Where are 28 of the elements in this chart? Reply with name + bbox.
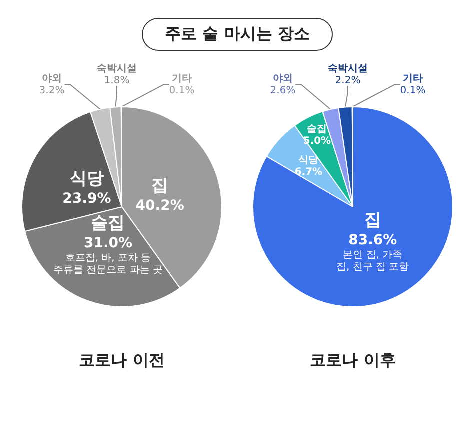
data-label: 0.1% bbox=[400, 86, 426, 96]
data-label: 0.1% bbox=[169, 86, 195, 96]
data-label: 83.6% bbox=[348, 232, 398, 249]
data-label: 23.9% bbox=[62, 190, 112, 207]
slice-label: 숙박시설 bbox=[328, 64, 368, 74]
slice-label: 식당 bbox=[70, 168, 104, 189]
text: 주로 술 마시는 장소 bbox=[142, 18, 333, 51]
slice-label: 기타 bbox=[172, 74, 192, 84]
data-label: 6.7% bbox=[294, 167, 323, 178]
slice-label: 야외 bbox=[273, 74, 293, 84]
slice-label: 식당 bbox=[298, 155, 319, 166]
data-label: 2.2% bbox=[335, 76, 361, 86]
slice-label: 집 bbox=[152, 176, 169, 196]
text: 코로나 이전 bbox=[79, 350, 165, 370]
text: 호프집, 바, 포차 등 주류를 전문으로 파는 곳 bbox=[53, 253, 164, 276]
slice-label: 숙박시설 bbox=[97, 64, 137, 74]
data-label: 2.6% bbox=[270, 86, 296, 96]
data-label: 3.2% bbox=[39, 86, 65, 96]
slice-label: 술집 bbox=[91, 214, 126, 234]
slice-label: 기타 bbox=[403, 74, 423, 84]
data-label: 31.0% bbox=[84, 236, 133, 252]
slice-label: 야외 bbox=[42, 74, 62, 84]
text: 코로나 이후 bbox=[310, 350, 396, 370]
slice-label: 술집 bbox=[307, 124, 328, 135]
slice-label: 집 bbox=[364, 210, 382, 231]
data-label: 40.2% bbox=[136, 198, 184, 214]
text: 본인 집, 가족 집, 친구 집 포함 bbox=[336, 250, 410, 274]
data-label: 1.8% bbox=[104, 76, 130, 86]
